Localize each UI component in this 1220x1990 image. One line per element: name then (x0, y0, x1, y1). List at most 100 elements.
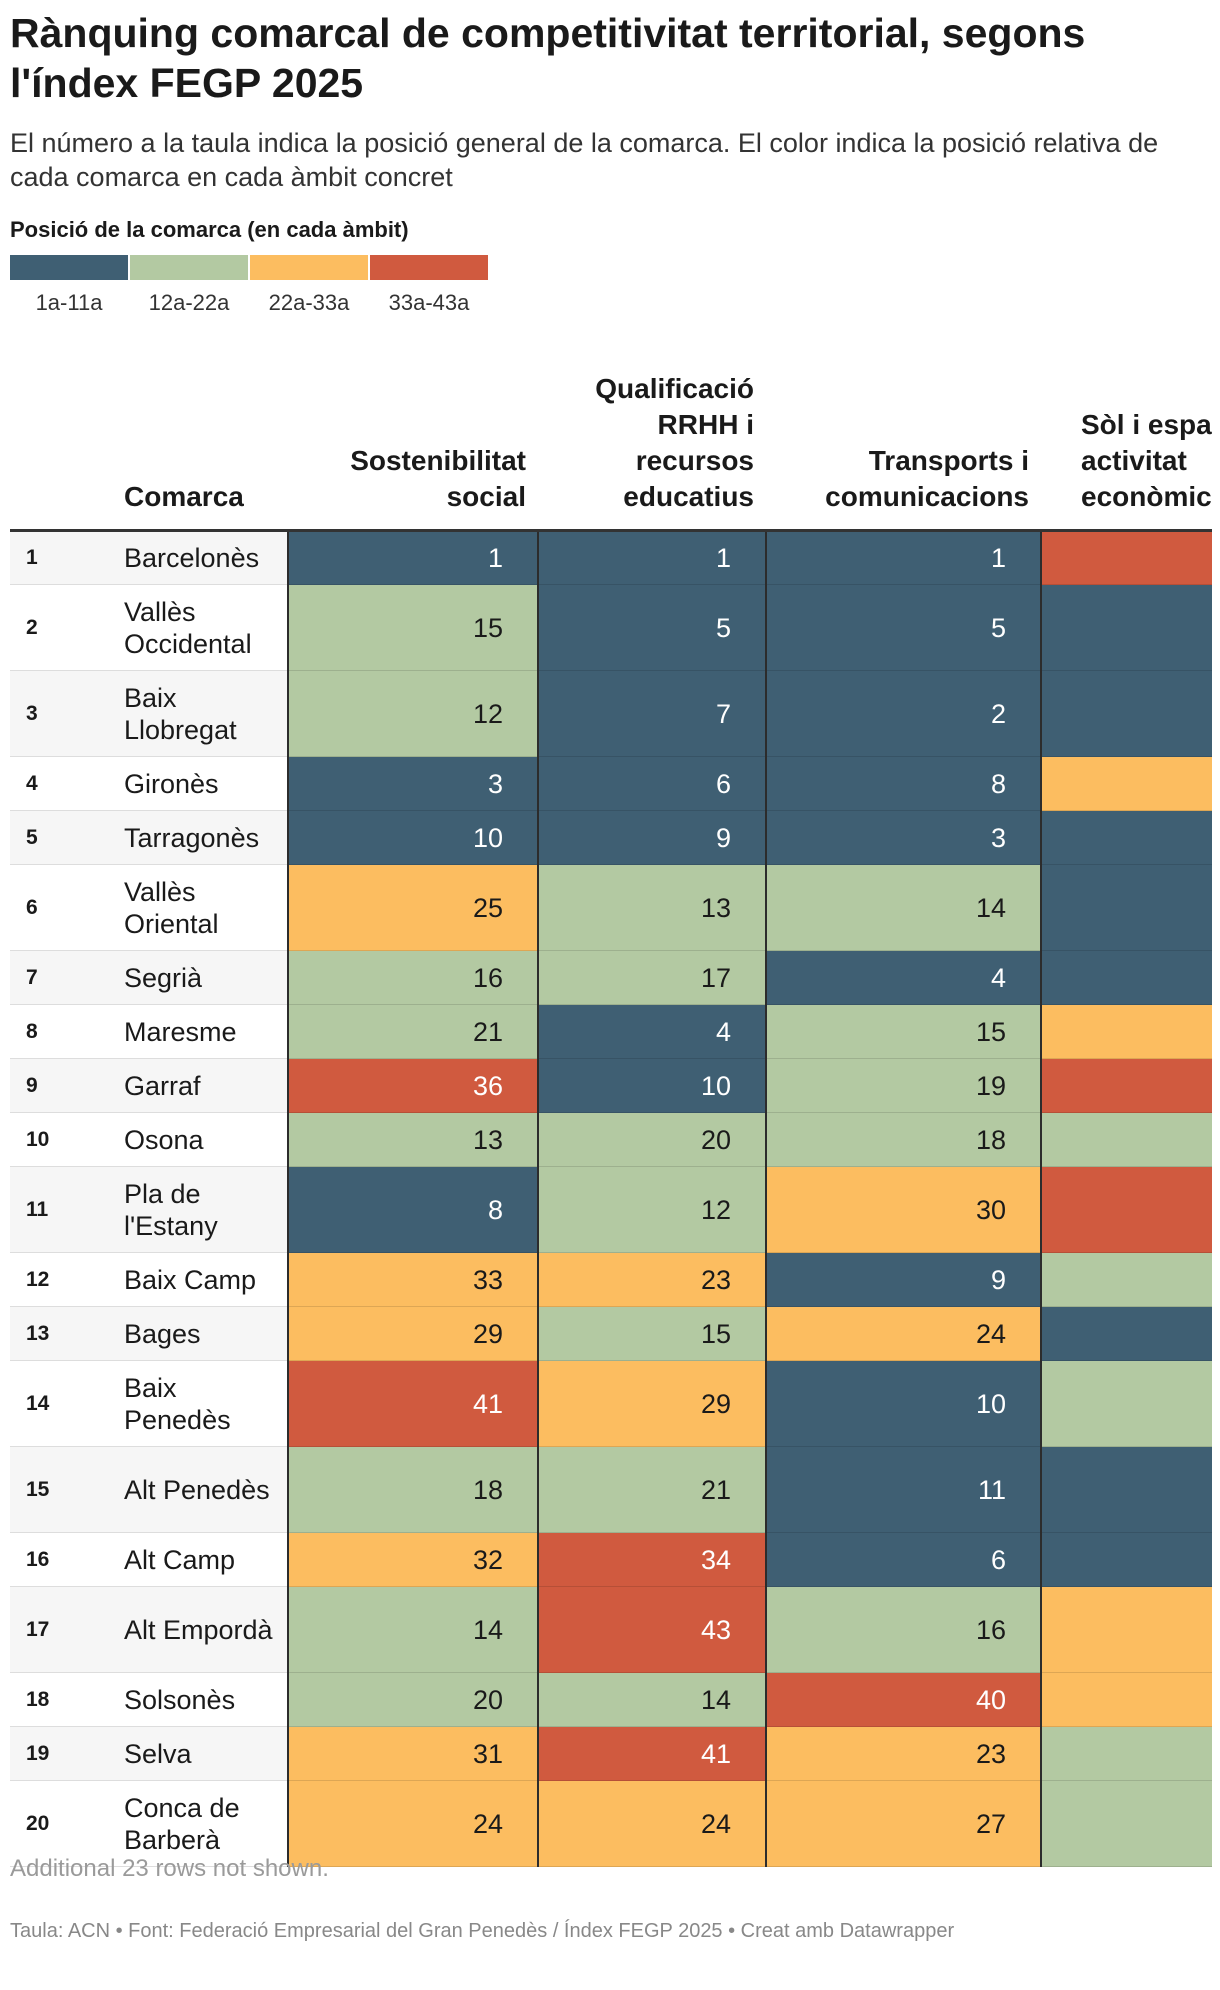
comarca-cell: Baix Penedès (106, 1360, 288, 1447)
value-cell: 21 (537, 1446, 766, 1533)
value-cell: 16 (765, 1586, 1041, 1673)
value-cell: 1 (1040, 584, 1212, 671)
rank-cell: 14 (10, 1360, 106, 1447)
value-cell: 13 (537, 864, 766, 951)
comarca-cell: Tarragonès (106, 810, 288, 865)
comarca-cell: Garraf (106, 1058, 288, 1113)
comarca-cell: Solsonès (106, 1672, 288, 1727)
table-row: 1Barcelonès11141 (10, 530, 1212, 585)
rank-cell: 16 (10, 1532, 106, 1587)
value-cell: 20 (537, 1112, 766, 1167)
legend-swatch (250, 255, 368, 280)
value-cell: 40 (1040, 1058, 1212, 1113)
value-cell: 6 (1040, 1532, 1212, 1587)
comarca-cell: Vallès Occidental (106, 584, 288, 671)
value-cell: 23 (765, 1726, 1041, 1781)
column-header-comarca[interactable]: Comarca (106, 350, 288, 532)
rank-cell: 5 (10, 810, 106, 865)
chart-subtitle: El número a la taula indica la posició g… (10, 128, 1159, 192)
value-cell: 41 (1040, 530, 1212, 585)
comarca-cell: Bages (106, 1306, 288, 1361)
comarca-cell: Baix Camp (106, 1252, 288, 1307)
legend-swatch (10, 255, 128, 280)
value-cell: 32 (287, 1532, 538, 1587)
value-cell: 12 (287, 670, 538, 757)
value-cell: 6 (765, 1532, 1041, 1587)
value-cell: 1 (287, 530, 538, 585)
value-cell: 20 (287, 1672, 538, 1727)
value-cell: 23 (537, 1252, 766, 1307)
rank-cell: 1 (10, 530, 106, 585)
comarca-cell: Osona (106, 1112, 288, 1167)
comarca-cell: Vallès Oriental (106, 864, 288, 951)
rank-cell: 19 (10, 1726, 106, 1781)
rank-cell: 6 (10, 864, 106, 951)
table-row: 4Gironès36824 (10, 756, 1212, 811)
value-cell: 1 (765, 530, 1041, 585)
value-cell: 3 (765, 810, 1041, 865)
value-cell: 36 (287, 1058, 538, 1113)
value-cell: 14 (537, 1672, 766, 1727)
value-cell: 17 (1040, 1726, 1212, 1781)
column-header-rank[interactable] (10, 350, 106, 532)
value-cell: 4 (1040, 670, 1212, 757)
value-cell: 8 (287, 1166, 538, 1253)
legend-item: 33a-43a (370, 255, 488, 316)
table-row: 18Solsonès20144026 (10, 1672, 1212, 1727)
value-cell: 24 (765, 1306, 1041, 1361)
column-header-qualificacio[interactable]: Qualificació RRHH i recursos educatius (538, 350, 766, 532)
value-cell: 7 (537, 670, 766, 757)
rank-cell: 12 (10, 1252, 106, 1307)
legend-item: 22a-33a (250, 255, 368, 316)
value-cell: 33 (287, 1252, 538, 1307)
value-cell: 10 (765, 1360, 1041, 1447)
column-header-sostenibilitat[interactable]: Sostenibilitat social (288, 350, 538, 532)
value-cell: 4 (765, 950, 1041, 1005)
value-cell: 3 (287, 756, 538, 811)
legend-label: 12a-22a (148, 290, 230, 315)
table-row: 8Maresme2141527 (10, 1004, 1212, 1059)
comarca-cell: Pla de l'Estany (106, 1166, 288, 1253)
column-header-transports[interactable]: Transports i comunicacions (766, 350, 1041, 532)
value-cell: 24 (287, 1780, 538, 1867)
rank-cell: 15 (10, 1446, 106, 1533)
table-row: 5Tarragonès10932 (10, 810, 1212, 865)
value-cell: 14 (287, 1586, 538, 1673)
value-cell: 14 (765, 864, 1041, 951)
data-table-container[interactable]: Comarca Sostenibilitat social Qualificac… (10, 350, 1212, 1867)
value-cell: 9 (537, 810, 766, 865)
value-cell: 3 (1040, 864, 1212, 951)
column-header-sol[interactable]: Sòl i espai activitat econòmica (1041, 350, 1212, 532)
comarca-cell: Conca de Barberà (106, 1780, 288, 1867)
rank-cell: 10 (10, 1112, 106, 1167)
legend-item: 1a-11a (10, 255, 128, 316)
value-cell: 43 (537, 1586, 766, 1673)
legend: 1a-11a 12a-22a 22a-33a 33a-43a (10, 255, 490, 316)
value-cell: 2 (1040, 810, 1212, 865)
value-cell: 40 (765, 1672, 1041, 1727)
value-cell: 5 (1040, 950, 1212, 1005)
comarca-cell: Segrià (106, 950, 288, 1005)
value-cell: 16 (287, 950, 538, 1005)
rank-cell: 13 (10, 1306, 106, 1361)
table-row: 13Bages2915247 (10, 1306, 1212, 1361)
value-cell: 31 (287, 1726, 538, 1781)
rank-cell: 2 (10, 584, 106, 671)
value-cell: 21 (1040, 1360, 1212, 1447)
value-cell: 7 (1040, 1306, 1212, 1361)
value-cell: 8 (765, 756, 1041, 811)
value-cell: 19 (765, 1058, 1041, 1113)
value-cell: 8 (1040, 1446, 1212, 1533)
table-row: 9Garraf36101940 (10, 1058, 1212, 1113)
value-cell: 15 (765, 1004, 1041, 1059)
value-cell: 18 (287, 1446, 538, 1533)
rank-cell: 4 (10, 756, 106, 811)
legend-label: 22a-33a (268, 290, 350, 315)
value-cell: 12 (1040, 1252, 1212, 1307)
